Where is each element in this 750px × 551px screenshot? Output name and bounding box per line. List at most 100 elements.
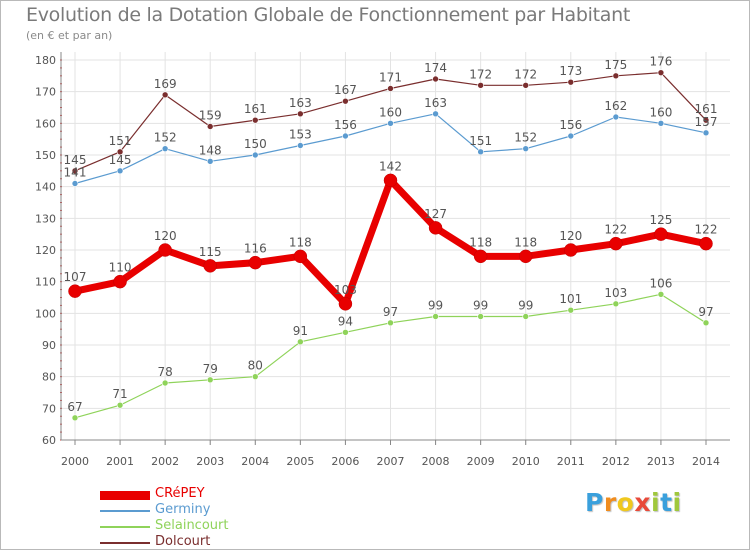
legend-item-dolcourt[interactable]: Dolcourt bbox=[100, 534, 300, 551]
data-label-germiny: 160 bbox=[649, 105, 672, 119]
data-label-crpey: 142 bbox=[379, 159, 402, 173]
y-tick-label: 60 bbox=[42, 434, 56, 447]
data-label-crpey: 120 bbox=[154, 229, 177, 243]
data-point-selaincourt bbox=[342, 329, 349, 336]
x-tick-label: 2003 bbox=[196, 455, 224, 468]
logo-letter: i bbox=[672, 488, 682, 517]
y-tick-label: 70 bbox=[42, 402, 56, 415]
data-point-germiny bbox=[206, 158, 214, 165]
y-tick-label: 80 bbox=[42, 371, 56, 384]
data-label-selaincourt: 91 bbox=[293, 324, 308, 338]
data-point-crpey bbox=[564, 243, 578, 257]
data-point-crpey bbox=[699, 236, 713, 251]
y-tick-label: 130 bbox=[35, 212, 56, 225]
data-point-crpey bbox=[158, 243, 172, 257]
legend-label-dolcourt: Dolcourt bbox=[155, 534, 211, 549]
data-point-dolcourt bbox=[477, 82, 484, 89]
data-label-dolcourt: 167 bbox=[334, 83, 357, 97]
data-label-selaincourt: 103 bbox=[604, 286, 627, 300]
data-point-dolcourt bbox=[612, 72, 620, 80]
data-point-crpey bbox=[473, 249, 488, 264]
data-label-germiny: 157 bbox=[695, 115, 718, 129]
data-label-crpey: 116 bbox=[244, 242, 267, 256]
data-point-dolcourt bbox=[702, 116, 710, 124]
data-point-germiny bbox=[657, 120, 665, 127]
data-point-germiny bbox=[387, 120, 394, 127]
data-point-crpey bbox=[518, 249, 533, 264]
data-label-germiny: 160 bbox=[379, 105, 402, 119]
data-label-selaincourt: 99 bbox=[518, 299, 533, 313]
legend: CRéPEY Germiny Selaincourt Dolcourt bbox=[100, 486, 300, 551]
data-label-dolcourt: 145 bbox=[64, 153, 87, 167]
data-point-germiny bbox=[161, 145, 169, 152]
data-label-germiny: 150 bbox=[244, 137, 267, 151]
data-label-dolcourt: 161 bbox=[244, 102, 267, 116]
x-tick-label: 2004 bbox=[241, 455, 269, 468]
x-tick-label: 2010 bbox=[512, 455, 540, 468]
data-point-germiny bbox=[612, 113, 620, 121]
legend-item-selaincourt[interactable]: Selaincourt bbox=[100, 518, 300, 535]
data-point-dolcourt bbox=[432, 75, 439, 83]
legend-swatch-germiny bbox=[100, 510, 150, 512]
data-label-germiny: 145 bbox=[109, 153, 132, 167]
x-tick-label: 2009 bbox=[467, 455, 495, 468]
data-point-selaincourt bbox=[702, 319, 710, 327]
data-label-dolcourt: 176 bbox=[649, 55, 672, 69]
data-point-dolcourt bbox=[71, 167, 79, 175]
logo-letter: o bbox=[616, 488, 635, 517]
data-label-crpey: 122 bbox=[604, 223, 627, 237]
logo-letter: t bbox=[660, 488, 673, 517]
data-label-crpey: 115 bbox=[199, 245, 222, 259]
data-point-dolcourt bbox=[251, 116, 259, 124]
data-point-selaincourt bbox=[522, 313, 530, 320]
data-label-crpey: 103 bbox=[334, 283, 357, 297]
x-tick-label: 2006 bbox=[331, 455, 359, 468]
y-tick-label: 170 bbox=[35, 86, 56, 99]
data-point-dolcourt bbox=[342, 97, 349, 105]
data-point-dolcourt bbox=[161, 91, 169, 99]
axes: 60 70 80 90 100 110 120 130 140 150 160 170 180 2000 2… bbox=[35, 52, 730, 468]
data-label-germiny: 141 bbox=[64, 166, 87, 180]
data-label-dolcourt: 175 bbox=[604, 58, 627, 72]
data-point-dolcourt bbox=[206, 123, 214, 130]
data-label-selaincourt: 97 bbox=[383, 305, 398, 319]
data-point-crpey bbox=[338, 297, 353, 311]
legend-item-crepey[interactable]: CRéPEY bbox=[100, 486, 300, 503]
data-label-dolcourt: 169 bbox=[154, 77, 177, 91]
data-point-crpey bbox=[68, 284, 82, 298]
data-point-germiny bbox=[567, 132, 575, 140]
data-label-dolcourt: 172 bbox=[514, 67, 537, 81]
data-label-crpey: 107 bbox=[64, 270, 87, 284]
y-tick-label: 160 bbox=[35, 117, 56, 130]
y-tick-label: 140 bbox=[35, 181, 56, 194]
proxiti-logo: Proxiti bbox=[585, 488, 682, 517]
data-label-dolcourt: 174 bbox=[424, 61, 447, 75]
data-point-selaincourt bbox=[251, 373, 259, 380]
series-lines bbox=[68, 69, 713, 422]
data-label-germiny: 163 bbox=[424, 96, 447, 110]
data-label-crpey: 120 bbox=[559, 229, 582, 243]
data-point-crpey bbox=[609, 236, 623, 251]
legend-item-germiny[interactable]: Germiny bbox=[100, 502, 300, 519]
y-tick-label: 150 bbox=[35, 149, 56, 162]
data-label-selaincourt: 97 bbox=[698, 305, 713, 319]
y-tick-label: 100 bbox=[35, 307, 56, 320]
data-point-selaincourt bbox=[206, 376, 214, 384]
data-point-dolcourt bbox=[657, 69, 665, 76]
data-point-germiny bbox=[477, 148, 484, 156]
data-label-germiny: 153 bbox=[289, 128, 312, 142]
data-point-dolcourt bbox=[116, 148, 124, 156]
data-point-crpey bbox=[113, 274, 127, 289]
data-label-selaincourt: 99 bbox=[428, 299, 443, 313]
legend-swatch-crepey bbox=[100, 491, 150, 500]
legend-label-selaincourt: Selaincourt bbox=[155, 518, 229, 533]
data-label-germiny: 156 bbox=[334, 118, 357, 132]
data-label-dolcourt: 173 bbox=[559, 64, 582, 78]
data-point-dolcourt bbox=[522, 82, 530, 89]
data-point-selaincourt bbox=[387, 319, 394, 327]
data-point-selaincourt bbox=[477, 313, 484, 320]
y-tick-label: 180 bbox=[35, 54, 56, 67]
data-label-dolcourt: 151 bbox=[109, 134, 132, 148]
data-point-crpey bbox=[203, 259, 217, 273]
